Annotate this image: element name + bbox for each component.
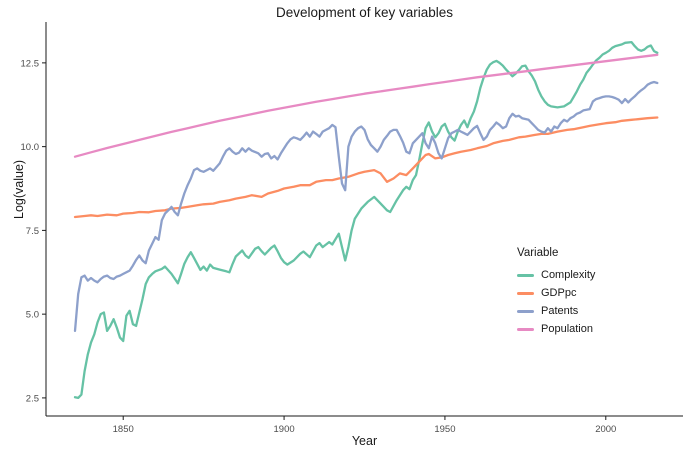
y-tick-label: 12.5 bbox=[21, 58, 40, 69]
x-axis-title: Year bbox=[351, 434, 378, 448]
y-tick-label: 2.5 bbox=[26, 393, 39, 404]
series-line-gdppc bbox=[73, 116, 659, 219]
x-tick-label: 2000 bbox=[595, 424, 616, 435]
legend-swatch-patents bbox=[517, 309, 534, 313]
legend: Variable Complexity GDPpc Patents Populatio… bbox=[517, 247, 595, 338]
x-tick-label: 1950 bbox=[434, 424, 455, 435]
x-tick-label: 1850 bbox=[113, 424, 134, 435]
y-tick-label: 5.0 bbox=[26, 310, 39, 321]
y-tick-label: 10.0 bbox=[21, 142, 40, 153]
series-line-population bbox=[73, 53, 659, 158]
legend-label: Patents bbox=[541, 305, 579, 317]
chart-title: Development of key variables bbox=[275, 5, 454, 20]
legend-swatch-complexity bbox=[517, 273, 534, 277]
legend-label: Population bbox=[541, 323, 593, 335]
legend-swatch-gdppc bbox=[517, 291, 534, 295]
legend-item-complexity: Complexity bbox=[517, 266, 595, 284]
legend-label: GDPpc bbox=[541, 287, 577, 299]
legend-items: Complexity GDPpc Patents Population bbox=[517, 266, 595, 338]
series-line-complexity bbox=[73, 40, 659, 400]
x-tick-label: 1900 bbox=[274, 424, 295, 435]
legend-swatch-population bbox=[517, 327, 534, 331]
legend-title: Variable bbox=[517, 247, 559, 259]
series-line-patents bbox=[73, 80, 659, 333]
legend-item-gdppc: GDPpc bbox=[517, 284, 595, 302]
legend-label: Complexity bbox=[541, 269, 596, 281]
legend-item-population: Population bbox=[517, 320, 595, 338]
legend-item-patents: Patents bbox=[517, 302, 595, 320]
y-tick-label: 7.5 bbox=[26, 226, 39, 237]
